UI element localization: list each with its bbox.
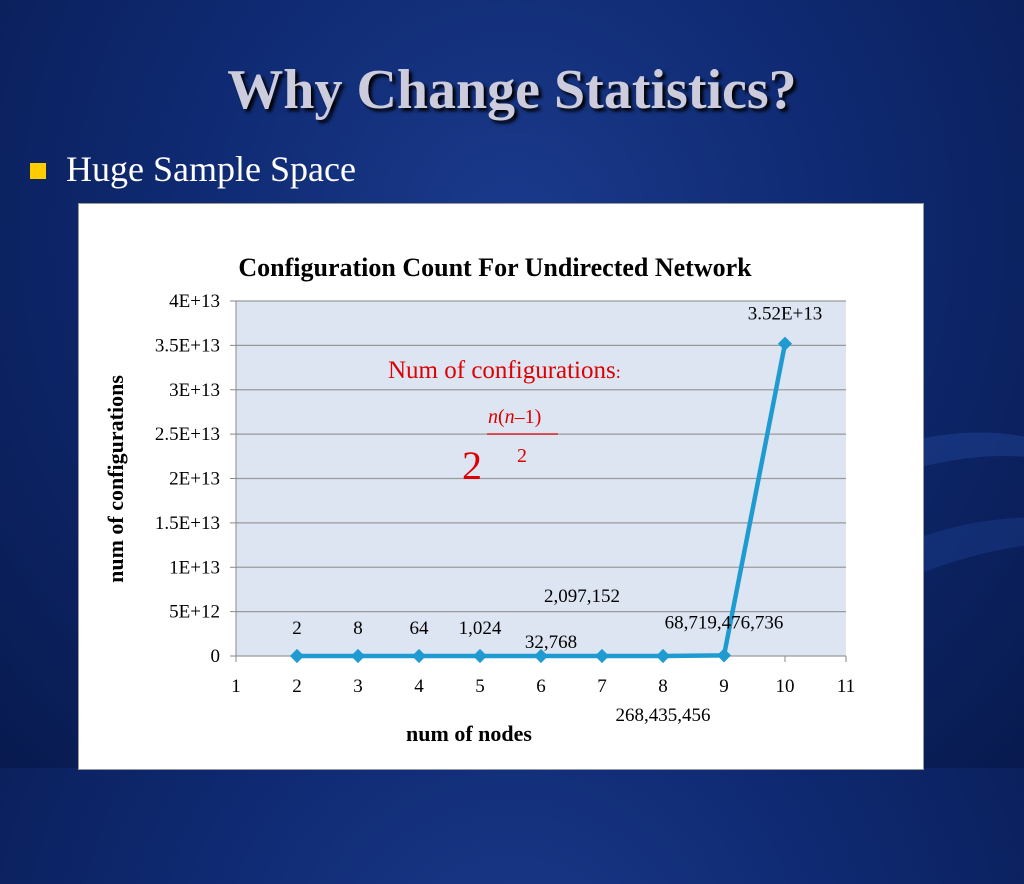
data-label: 268,435,456 bbox=[616, 705, 711, 726]
x-tick-label: 11 bbox=[837, 676, 855, 697]
data-label: 68,719,476,736 bbox=[665, 612, 784, 633]
chart-container: 0 5E+12 1E+13 1.5E+13 2E+13 2.5E+13 3E+13 3.5E+… bbox=[78, 203, 924, 770]
x-tick-label: 6 bbox=[536, 676, 546, 697]
formula-annotation: Num of configurations: 2 n(n–1) 2 bbox=[388, 357, 621, 488]
x-tick-label: 10 bbox=[776, 676, 795, 697]
x-tick-label: 9 bbox=[719, 676, 729, 697]
data-point-marker bbox=[777, 336, 793, 351]
y-tick-label: 3.5E+13 bbox=[155, 335, 220, 356]
y-tick-label: 2E+13 bbox=[169, 469, 220, 490]
data-point-marker bbox=[594, 648, 610, 664]
series-group bbox=[289, 336, 793, 664]
y-tick-label: 4E+13 bbox=[169, 291, 220, 312]
y-tick-label: 1E+13 bbox=[169, 557, 220, 578]
y-tick-label: 0 bbox=[211, 646, 221, 667]
data-label: 3.52E+13 bbox=[748, 304, 823, 325]
data-label: 2,097,152 bbox=[544, 586, 620, 607]
x-tick-label: 4 bbox=[414, 676, 424, 697]
data-point-marker bbox=[472, 648, 488, 664]
data-point-marker bbox=[716, 648, 732, 663]
data-point-marker bbox=[289, 648, 305, 664]
data-label: 64 bbox=[410, 618, 430, 639]
data-point-marker bbox=[655, 648, 671, 664]
x-axis-label: num of nodes bbox=[406, 721, 532, 746]
data-label: 1,024 bbox=[459, 618, 502, 639]
y-tick-label: 2.5E+13 bbox=[155, 424, 220, 445]
bullet-text: Huge Sample Space bbox=[66, 149, 356, 189]
y-axis-label: num of configurations bbox=[103, 375, 128, 583]
data-labels: 2 8 64 1,02432,7682,097,152268,435,45668,71… bbox=[292, 304, 822, 726]
data-point-marker bbox=[533, 648, 549, 664]
x-axis-ticks: 1 2 3 4 5 6 7 8 9 10 11 bbox=[231, 676, 855, 697]
chart-svg: 0 5E+12 1E+13 1.5E+13 2E+13 2.5E+13 3E+13 3.5E+… bbox=[103, 253, 855, 746]
y-tick-label: 1.5E+13 bbox=[155, 513, 220, 534]
data-label: 32,768 bbox=[525, 632, 577, 653]
formula-exponent-numerator: n(n–1) bbox=[488, 406, 541, 428]
x-tick-label: 8 bbox=[658, 676, 668, 697]
slide-title: Why Change Statistics? bbox=[227, 59, 797, 121]
x-tick-label: 1 bbox=[231, 676, 241, 697]
formula-base: 2 bbox=[462, 443, 482, 488]
y-tick-label: 3E+13 bbox=[169, 380, 220, 401]
bullet-item: Huge Sample Space bbox=[30, 148, 356, 190]
y-tick-label: 5E+12 bbox=[169, 602, 220, 623]
data-point-marker bbox=[350, 648, 366, 664]
x-tick-label: 3 bbox=[353, 676, 363, 697]
x-tick-label: 2 bbox=[292, 676, 302, 697]
bullet-marker bbox=[30, 163, 46, 179]
data-label: 8 bbox=[353, 618, 363, 639]
data-point-marker bbox=[411, 648, 427, 664]
chart-title: Configuration Count For Undirected Netwo… bbox=[238, 253, 752, 282]
formula-label: Num of configurations: bbox=[388, 357, 621, 384]
y-axis-ticks: 0 5E+12 1E+13 1.5E+13 2E+13 2.5E+13 3E+13 3.5E+… bbox=[155, 291, 220, 667]
x-tick-label: 7 bbox=[597, 676, 607, 697]
x-tick-label: 5 bbox=[475, 676, 485, 697]
data-label: 2 bbox=[292, 618, 302, 639]
formula-exponent-denominator: 2 bbox=[517, 445, 527, 467]
